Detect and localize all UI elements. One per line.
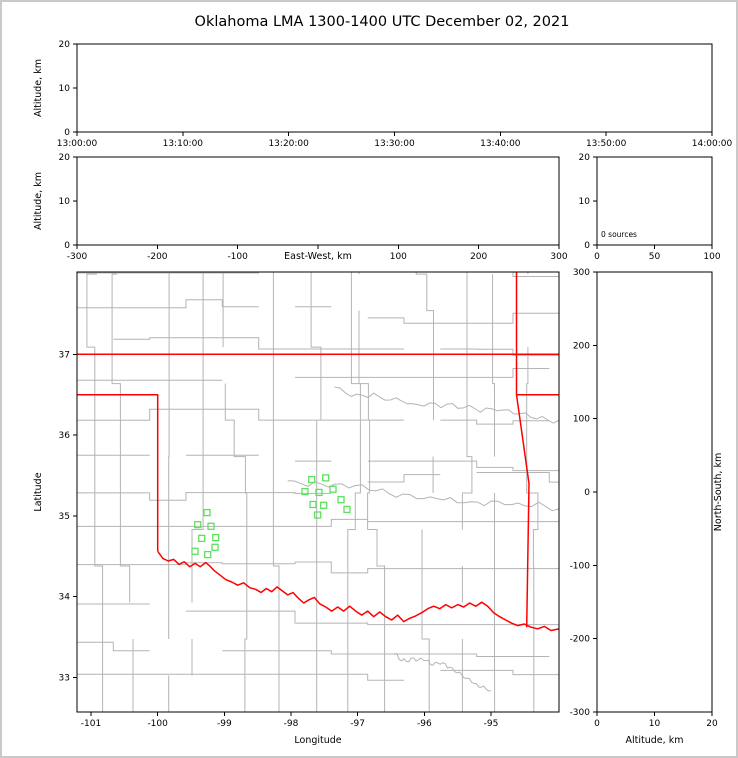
lma-station-marker xyxy=(194,521,202,529)
y-tick-label: 33 xyxy=(59,673,70,683)
y-axis-label: North-South, km xyxy=(713,453,724,531)
panel-source-histogram: 0 50 100 0 10 20 0 sources xyxy=(579,153,721,262)
figure-title: Oklahoma LMA 1300-1400 UTC December 02, … xyxy=(194,14,570,30)
x-tick-label: 13:00:00 xyxy=(57,139,98,149)
y-tick-label: 35 xyxy=(59,512,70,522)
lma-station-marker xyxy=(309,500,317,509)
county-boundaries xyxy=(77,272,559,712)
x-tick-label: -99 xyxy=(217,719,232,729)
y-tick-label: 200 xyxy=(573,341,590,351)
y-tick-label: 20 xyxy=(59,40,71,50)
x-tick-label: 10 xyxy=(649,719,661,729)
x-tick-label: 13:20:00 xyxy=(268,139,309,149)
y-tick-label: 37 xyxy=(59,350,70,360)
x-tick-label: -95 xyxy=(484,719,499,729)
lma-station-marker xyxy=(343,505,351,514)
y-axis-label: Latitude xyxy=(33,472,44,511)
y-tick-label: 36 xyxy=(59,431,71,441)
y-tick-label: -200 xyxy=(570,635,591,645)
lma-station-marker xyxy=(207,522,215,530)
y-tick-label: 0 xyxy=(64,241,70,251)
x-tick-label: -97 xyxy=(350,719,365,729)
x-tick-label: 14:00:00 xyxy=(692,139,733,149)
x-tick-label: 50 xyxy=(649,252,661,262)
x-axis-label: Longitude xyxy=(294,735,341,746)
lma-station-marker xyxy=(337,496,345,504)
lma-station-marker xyxy=(308,475,316,484)
y-tick-label: -100 xyxy=(570,561,591,571)
lma-station-marker xyxy=(314,511,322,519)
x-tick-label: -101 xyxy=(81,719,101,729)
x-tick-label: -100 xyxy=(227,252,248,262)
y-axis-label: Altitude, km xyxy=(33,59,44,117)
lma-station-marker xyxy=(212,533,220,542)
y-tick-label: 0 xyxy=(584,488,590,498)
panel-border xyxy=(76,43,713,133)
lma-station-marker xyxy=(198,534,206,543)
panel-ns-altitude: 0 10 20 -300 -200 -100 0 100 200 300 Altitude, km N… xyxy=(570,268,724,746)
lma-station-marker xyxy=(301,487,309,496)
state-border-line xyxy=(515,394,530,628)
panel-ew-altitude: -300 -200 -100 100 200 300 0 10 20 East-West, km A… xyxy=(33,153,568,262)
state-border-line xyxy=(157,550,559,632)
x-tick-label: 200 xyxy=(470,252,487,262)
panel-time-altitude: 13:00:00 13:10:00 13:20:00 13:30:00 13:40:00… xyxy=(33,40,732,149)
y-tick-label: 20 xyxy=(579,153,591,163)
lma-station-marker xyxy=(211,543,219,551)
lma-station-marker xyxy=(329,485,337,493)
river-line xyxy=(287,480,559,512)
x-tick-label: 13:10:00 xyxy=(163,139,204,149)
x-tick-label: -100 xyxy=(147,719,168,729)
y-tick-label: 0 xyxy=(584,241,590,251)
lma-station-marker xyxy=(322,474,330,482)
panel-plan-view-map: -101 -100 -99 -98 -97 -96 -95 33 34 35 36 37 Longitu… xyxy=(33,271,560,746)
x-tick-label: -96 xyxy=(417,719,432,729)
lma-station-marker xyxy=(191,547,199,555)
x-tick-label: 13:30:00 xyxy=(374,139,415,149)
x-tick-label: 0 xyxy=(594,719,600,729)
x-axis-label: East-West, km xyxy=(284,251,352,262)
map-layer xyxy=(77,272,559,712)
x-tick-label: -98 xyxy=(284,719,299,729)
lma-station-marker xyxy=(204,550,212,559)
panel-border xyxy=(76,156,560,246)
river-line xyxy=(334,386,559,424)
source-count-annotation: 0 sources xyxy=(601,230,637,239)
river-line xyxy=(394,652,492,692)
y-tick-label: 10 xyxy=(59,197,71,207)
x-tick-label: 20 xyxy=(706,719,718,729)
x-tick-label: 100 xyxy=(703,252,720,262)
x-tick-label: 13:50:00 xyxy=(586,139,627,149)
y-tick-label: 34 xyxy=(59,593,71,603)
y-tick-label: 10 xyxy=(579,197,591,207)
y-tick-label: -300 xyxy=(570,708,591,718)
y-tick-label: 100 xyxy=(573,415,590,425)
y-tick-label: 10 xyxy=(59,84,71,94)
y-tick-label: 20 xyxy=(59,153,71,163)
x-axis-label: Altitude, km xyxy=(626,735,684,746)
y-axis-label: Altitude, km xyxy=(33,172,44,230)
panel-border xyxy=(76,271,560,713)
panel-border xyxy=(596,271,713,713)
x-tick-label: -200 xyxy=(147,252,168,262)
lma-station-marker xyxy=(203,508,211,517)
y-tick-label: 300 xyxy=(573,268,590,278)
state-border-line xyxy=(515,272,559,396)
state-border-line xyxy=(77,393,159,552)
x-tick-label: 13:40:00 xyxy=(480,139,521,149)
x-tick-label: 100 xyxy=(390,252,407,262)
lma-station-marker xyxy=(320,501,328,509)
y-tick-label: 0 xyxy=(64,128,70,138)
lma-station-marker xyxy=(315,488,323,497)
x-tick-label: 300 xyxy=(550,252,567,262)
x-tick-label: -300 xyxy=(67,252,88,262)
x-tick-label: 0 xyxy=(594,252,600,262)
